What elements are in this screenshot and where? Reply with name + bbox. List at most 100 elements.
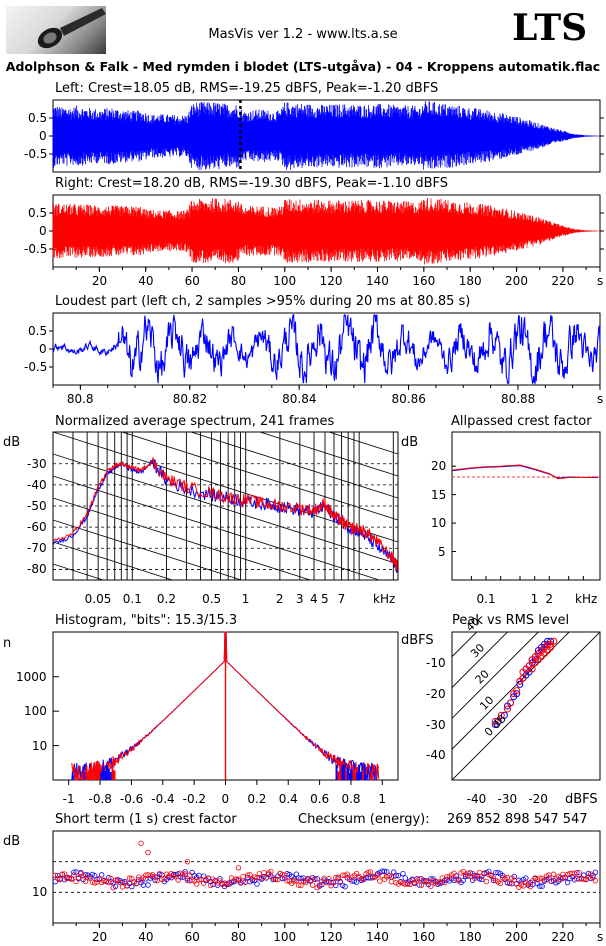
short-term-frame	[52, 830, 601, 924]
short-term-point-1	[367, 869, 374, 875]
spectrum-title: Normalized average spectrum, 241 frames	[55, 414, 335, 429]
short-term-point-0	[467, 870, 473, 876]
spectrum-xtick-label: 7	[337, 592, 346, 606]
short-term-point-1	[108, 875, 114, 882]
right-waveform-xtick-label: 100	[273, 274, 297, 288]
short-term-point-1	[207, 882, 214, 889]
short-term-point-0	[342, 884, 348, 890]
spectrum-diag	[53, 497, 312, 580]
peak-rms-crest-line	[452, 632, 478, 657]
allpassed-frame	[451, 431, 601, 581]
short-term-xtick-label: 20	[91, 930, 108, 944]
loudest-ytick-label: -0.5	[24, 360, 48, 374]
right-waveform-xtick-label: 60	[184, 274, 200, 288]
short-term-point-1	[161, 875, 167, 882]
short-term-point-0	[423, 877, 429, 884]
histogram-xtick-label: -0.2	[182, 792, 207, 806]
short-term-point-0	[479, 876, 485, 883]
short-term-point-1	[312, 876, 318, 882]
peak-rms-point-1	[547, 643, 555, 651]
right-waveform-xtick-label: 120	[319, 274, 343, 288]
short-term-point-1	[418, 882, 425, 888]
short-term-point-1	[75, 875, 82, 881]
short-term-point-1	[326, 876, 332, 882]
short-term-point-1	[112, 877, 119, 883]
short-term-xtick-label: 60	[184, 930, 200, 944]
short-term-point-1	[307, 877, 313, 883]
short-term-xtick-label: 80	[230, 930, 247, 944]
spectrum-ytick-label: -60	[27, 520, 47, 535]
short-term-point-0	[71, 869, 77, 875]
short-term-point-0	[293, 871, 300, 877]
peak-vs-rms-xlabel: dBFS	[565, 792, 598, 807]
short-term-xtick-label: 120	[319, 930, 343, 944]
short-term-point-1	[428, 883, 434, 889]
histogram-xtick-label: 1	[378, 792, 386, 806]
peak-rms-point-0	[494, 717, 502, 725]
short-term-point-1	[129, 875, 135, 882]
spectrum-series-1	[53, 456, 398, 572]
spectrum-xtick-label: 4	[310, 592, 318, 606]
peak-rms-ytick-label: -30	[426, 717, 446, 732]
spectrum-diag	[53, 541, 174, 580]
spectrum-diag	[53, 453, 398, 565]
peak-rms-xtick-label: -20	[528, 792, 548, 806]
spectrum-diag	[53, 475, 381, 580]
short-term-point-0	[490, 877, 497, 884]
spectrum-xtick-label: 1	[241, 592, 250, 606]
short-term-outlier	[184, 858, 191, 865]
right-waveform-xtick-label: 160	[412, 274, 436, 288]
histogram-xtick-label: -0.4	[151, 792, 175, 806]
short-term-point-1	[344, 871, 351, 877]
short-term-xtick-label: 100	[273, 930, 297, 944]
peak-rms-plot	[452, 632, 600, 780]
short-term-point-1	[548, 878, 555, 884]
left-waveform-trace	[52, 101, 600, 171]
short-term-point-1	[423, 879, 429, 885]
short-term-point-1	[497, 880, 504, 887]
histogram-xtick-label: 0.4	[278, 792, 298, 806]
short-term-point-1	[293, 878, 300, 884]
peak-rms-point-0	[531, 656, 539, 664]
peak-rms-ytick-label: -20	[426, 686, 446, 701]
short-term-point-0	[254, 881, 260, 887]
short-term-point-1	[309, 882, 316, 888]
short-term-point-1	[377, 878, 383, 884]
short-term-point-1	[335, 874, 341, 880]
file-title: Adolphson & Falk - Med rymden i blodet (…	[5, 59, 601, 74]
peak-vs-rms-title: Peak vs RMS level	[452, 613, 570, 628]
right-waveform-ytick-label: 0	[39, 224, 47, 238]
left-waveform-ytick-label: -0.5	[24, 147, 48, 161]
short-term-point-1	[391, 873, 397, 880]
short-term-point-1	[576, 869, 582, 876]
spectrum-diag	[53, 432, 398, 543]
right-waveform-xtick-label: 40	[138, 274, 154, 288]
short-term-point-0	[486, 868, 492, 875]
short-term-xtick-label: 40	[138, 930, 154, 944]
allpassed-ytick-label: 20	[431, 459, 447, 474]
short-term-point-1	[407, 881, 413, 888]
short-term-point-1	[244, 872, 251, 878]
short-term-point-1	[358, 876, 364, 882]
loudest-xtick-label: 80.84	[282, 392, 317, 406]
short-term-xtick-label: 200	[505, 930, 528, 944]
short-term-point-1	[557, 876, 564, 883]
peak-rms-point-1	[507, 699, 515, 707]
histogram-xtick-label: -0.6	[119, 792, 144, 806]
short-term-point-1	[59, 871, 65, 877]
short-term-point-1	[133, 881, 140, 887]
short-term-point-1	[226, 881, 232, 888]
peak-rms-crest-line	[452, 632, 539, 719]
allpassed-xtick-label: 2	[545, 592, 553, 606]
short-term-point-0	[381, 868, 388, 875]
checksum-label: Checksum (energy):	[298, 812, 430, 827]
loudest-xtick-label: 80.88	[500, 392, 536, 406]
peak-rms-point-1	[497, 711, 505, 719]
peak-rms-ytick-label: -10	[426, 655, 446, 670]
right-waveform-title: Right: Crest=18.20 dB, RMS=-19.30 dBFS, …	[55, 176, 448, 191]
allpassed-xtick-label: 0.1	[476, 592, 496, 606]
spectrum-xtick-label: 2	[275, 592, 284, 606]
short-term-point-1	[272, 876, 279, 883]
short-term-point-1	[247, 872, 253, 878]
